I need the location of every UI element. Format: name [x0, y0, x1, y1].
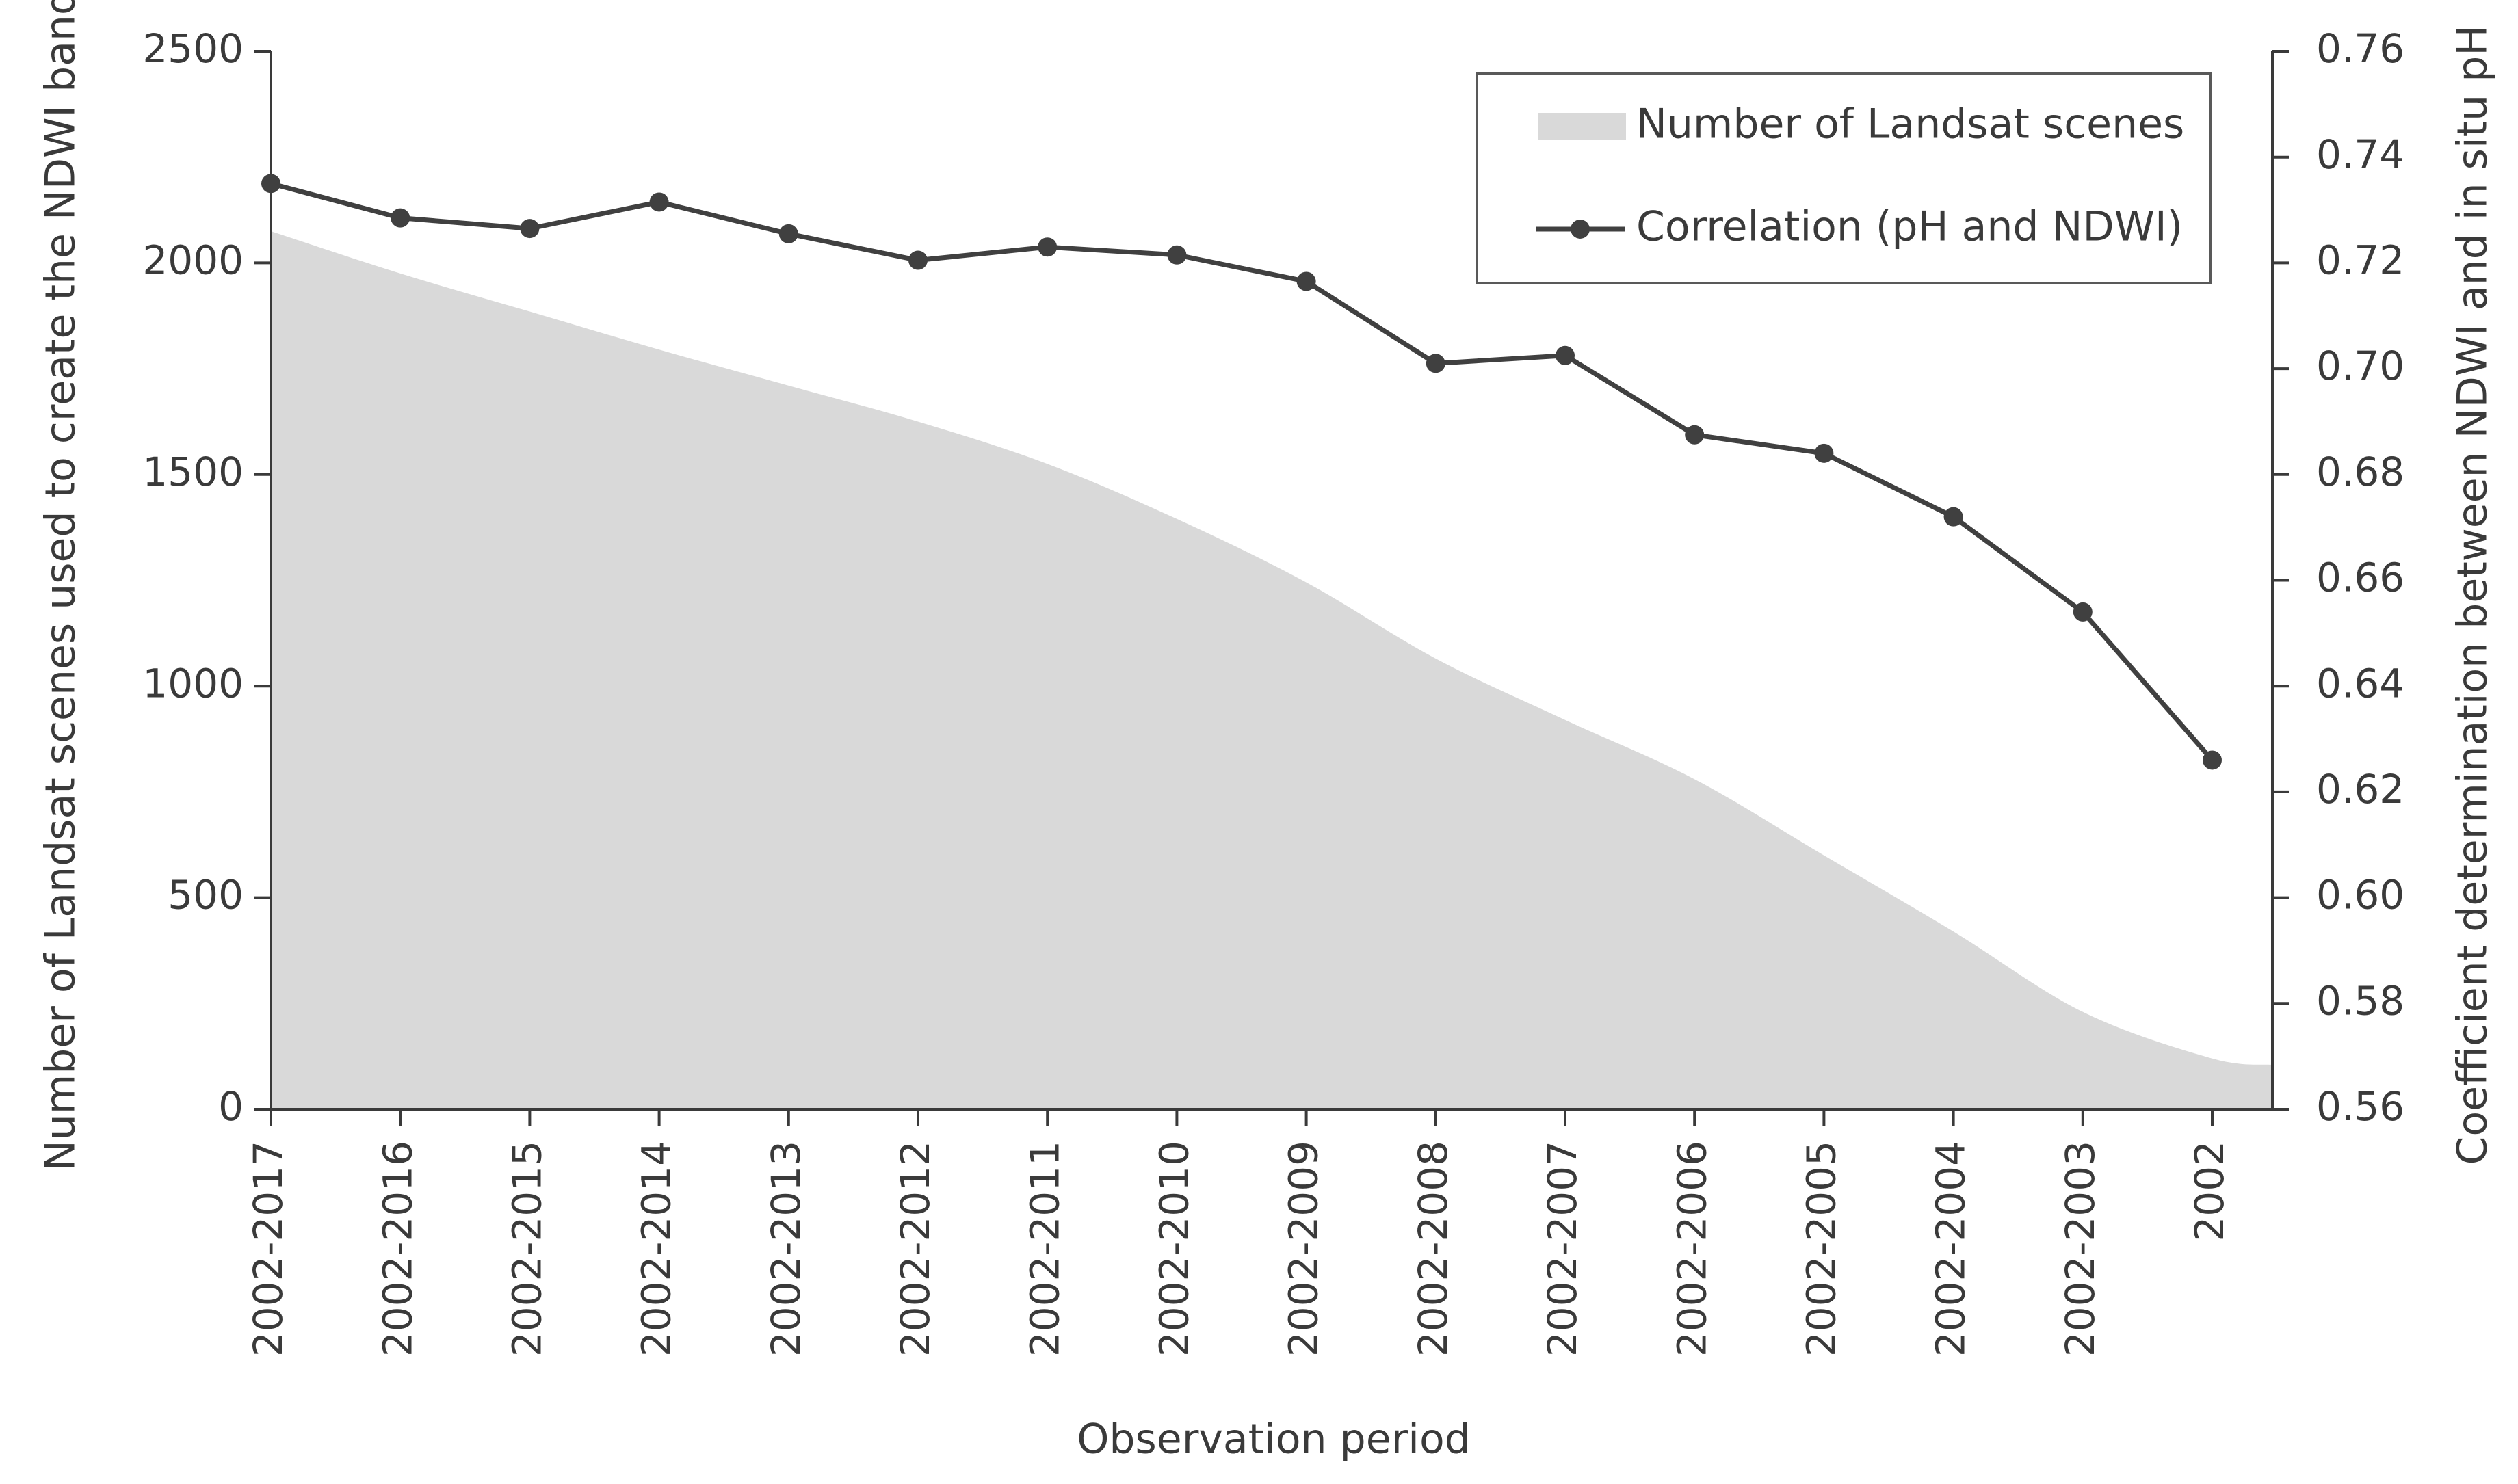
- correlation-point: [1685, 425, 1705, 445]
- legend-label-correlation: Correlation (pH and NDWI): [1636, 203, 2183, 251]
- correlation-point: [778, 224, 798, 243]
- right-tick-label: 0.68: [2316, 449, 2404, 495]
- x-tick-label: 2002-2013: [763, 1141, 809, 1357]
- legend-swatch-area: [1538, 113, 1626, 140]
- x-tick-label: 2002-2009: [1281, 1141, 1327, 1357]
- x-tick-label: 2002-2017: [245, 1141, 291, 1357]
- x-tick-label: 2002-2005: [1798, 1141, 1845, 1357]
- correlation-point: [1167, 245, 1187, 265]
- correlation-point: [908, 250, 928, 270]
- x-tick-label: 2002-2012: [892, 1141, 939, 1357]
- x-tick-label: 2002-2007: [1539, 1141, 1586, 1357]
- correlation-point: [391, 208, 410, 228]
- x-tick-label: 2002-2010: [1151, 1141, 1198, 1357]
- right-tick-label: 0.74: [2316, 131, 2404, 178]
- left-tick-label: 500: [168, 872, 244, 918]
- x-tick-label: 2002-2016: [374, 1141, 421, 1357]
- correlation-point: [649, 192, 669, 212]
- right-tick-label: 0.60: [2316, 872, 2404, 918]
- correlation-point: [1296, 271, 1316, 291]
- correlation-point: [1814, 443, 1834, 463]
- left-tick-label: 2000: [142, 237, 244, 284]
- x-tick-label: 2002-2003: [2057, 1141, 2103, 1357]
- x-tick-label: 2002-2015: [504, 1141, 551, 1357]
- left-tick-label: 1500: [142, 449, 244, 495]
- x-tick-label: 2002-2004: [1928, 1141, 1974, 1357]
- x-tick-label: 2002-2014: [633, 1141, 680, 1357]
- left-tick-label: 1000: [142, 660, 244, 706]
- correlation-point: [520, 219, 540, 239]
- legend-label-landsat-scenes: Number of Landsat scenes: [1636, 101, 2184, 148]
- correlation-point: [1943, 507, 1963, 527]
- left-y-axis-title: Number of Landsat scenes used to create …: [37, 0, 85, 1171]
- x-tick-label: 2002-2008: [1410, 1141, 1456, 1357]
- correlation-point: [261, 174, 280, 194]
- line-layer: [261, 174, 2222, 770]
- correlation-point: [2203, 750, 2222, 770]
- correlation-point: [1038, 237, 1058, 257]
- labels-layer: 0 500 1000 1500 2000 2500 0.56 0.58 0.60 0.62 0.64…: [37, 0, 2497, 1463]
- right-tick-label: 0.56: [2316, 1083, 2404, 1130]
- legend: Number of Landsat scenes Correlation (pH …: [1476, 72, 2212, 284]
- legend-box: [1476, 72, 2212, 284]
- correlation-point: [2073, 602, 2093, 622]
- right-tick-label: 0.64: [2316, 660, 2404, 706]
- right-tick-label: 0.70: [2316, 343, 2404, 389]
- x-tick-label: 2002: [2186, 1141, 2233, 1242]
- correlation-point: [1426, 354, 1445, 373]
- line-series-correlation: [270, 181, 2214, 762]
- area-layer: [271, 230, 2272, 1109]
- right-y-axis-title: Coefficient determination between NDWI a…: [2449, 25, 2497, 1165]
- right-tick-label: 0.72: [2316, 237, 2404, 284]
- right-tick-label: 0.76: [2316, 25, 2404, 72]
- legend-swatch-marker: [1571, 220, 1590, 239]
- left-tick-label: 0: [218, 1083, 244, 1130]
- x-tick-label: 2002-2011: [1021, 1141, 1068, 1357]
- right-tick-label: 0.62: [2316, 766, 2404, 812]
- left-tick-label: 2500: [142, 25, 244, 72]
- correlation-point: [1556, 345, 1575, 365]
- right-tick-label: 0.58: [2316, 977, 2404, 1024]
- axes-layer: [254, 50, 2289, 1126]
- x-tick-label: 2002-2006: [1668, 1141, 1715, 1357]
- area-series-landsat-scenes: [271, 230, 2272, 1109]
- x-axis-title: Observation period: [1077, 1416, 1471, 1463]
- right-tick-label: 0.66: [2316, 555, 2404, 601]
